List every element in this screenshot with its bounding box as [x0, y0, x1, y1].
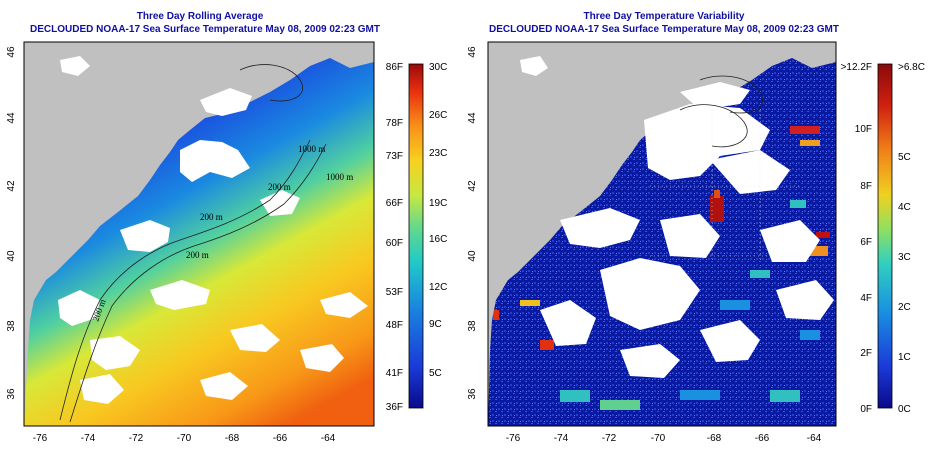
isobath-label: 200 m [268, 182, 291, 192]
lon-tick-label: -64 [807, 433, 822, 444]
lat-tick-label: 36 [467, 388, 478, 400]
colorbar-label-f: 48F [386, 320, 403, 331]
lat-tick-label: 40 [6, 250, 17, 262]
lon-tick-label: -66 [273, 433, 288, 444]
lon-tick-label: -70 [177, 433, 192, 444]
lat-tick-label: 42 [6, 180, 17, 192]
colorbar-label-f: 60F [386, 238, 403, 249]
isobath-label: 200 m [200, 212, 223, 222]
lon-tick-label: -72 [602, 433, 617, 444]
right-y-axis: 46 44 42 40 38 36 [467, 46, 478, 400]
left-map-frame [23, 41, 375, 427]
land-mass [24, 42, 374, 426]
colorbar-label-f: 86F [386, 62, 403, 73]
lat-tick-label: 44 [467, 112, 478, 124]
colorbar-label-f: 2F [860, 348, 872, 359]
colorbar-label-c: 3C [898, 252, 911, 263]
colorbar-label-f: 73F [386, 151, 403, 162]
lon-tick-label: -76 [506, 433, 521, 444]
right-map-frame [487, 41, 837, 427]
isobath-contours [59, 64, 327, 423]
colorbar-label-f: >12.2F [841, 62, 872, 73]
cloud-patches [520, 56, 834, 378]
left-colorbar: 86F 78F 73F 66F 60F 53F 48F 41F 36F 30C … [386, 62, 448, 413]
lat-tick-label: 40 [467, 250, 478, 262]
colorbar-label-c: 12C [429, 282, 447, 293]
variability-speckles [493, 126, 830, 410]
colorbar-label-c: 5C [898, 152, 911, 163]
isobath-label: 200 m [186, 250, 209, 260]
left-panel-title: Three Day Rolling Average DECLOUDED NOAA… [30, 10, 380, 36]
colorbar-label-c: 9C [429, 319, 442, 330]
land-mass [488, 42, 836, 426]
lat-tick-label: 42 [467, 180, 478, 192]
colorbar-label-c: >6.8C [898, 62, 925, 73]
lat-tick-label: 46 [467, 46, 478, 58]
colorbar-label-f: 6F [860, 237, 872, 248]
lat-tick-label: 36 [6, 388, 17, 400]
colorbar-label-c: 26C [429, 110, 447, 121]
graticule [650, 110, 800, 260]
colorbar-label-c: 23C [429, 148, 447, 159]
isobath-label: 1000 m [298, 144, 325, 154]
colorbar-label-c: 0C [898, 404, 911, 415]
colorbar-label-c: 16C [429, 234, 447, 245]
left-map: 200 m 200 m 1000 m [24, 42, 374, 426]
colorbar-label-c: 1C [898, 352, 911, 363]
lat-tick-label: 46 [6, 46, 17, 58]
lat-tick-label: 38 [6, 320, 17, 332]
lon-tick-label: -70 [651, 433, 666, 444]
colorbar-label-f: 53F [386, 287, 403, 298]
colorbar-label-f: 66F [386, 198, 403, 209]
left-x-axis: -76 -74 -72 -70 -68 -66 -64 [33, 433, 336, 444]
cloud-patches [58, 56, 368, 404]
colorbar-label-f: 36F [386, 402, 403, 413]
lon-tick-label: -72 [129, 433, 144, 444]
right-map [488, 42, 836, 426]
colorbar-label-f: 10F [855, 124, 872, 135]
colorbar-label-c: 19C [429, 198, 447, 209]
colorbar-label-c: 4C [898, 202, 911, 213]
colorbar-label-c: 2C [898, 302, 911, 313]
colorbar-label-f: 41F [386, 368, 403, 379]
lat-tick-label: 44 [6, 112, 17, 124]
colorbar-label-c: 5C [429, 368, 442, 379]
lon-tick-label: -66 [755, 433, 770, 444]
lon-tick-label: -74 [81, 433, 96, 444]
colorbar-label-f: 0F [860, 404, 872, 415]
left-subtitle: DECLOUDED NOAA-17 Sea Surface Temperatur… [30, 24, 380, 35]
lat-tick-label: 38 [467, 320, 478, 332]
left-title: Three Day Rolling Average [136, 11, 264, 22]
right-title: Three Day Temperature Variability [583, 11, 745, 22]
colorbar-label-c: 30C [429, 62, 447, 73]
lon-tick-label: -76 [33, 433, 48, 444]
right-panel-title: Three Day Temperature Variability DECLOU… [478, 10, 850, 36]
right-subtitle: DECLOUDED NOAA-17 Sea Surface Temperatur… [489, 24, 839, 35]
right-colorbar: >12.2F 10F 8F 6F 4F 2F 0F >6.8C 5C 4C 3C… [841, 62, 925, 415]
colorbar-label-f: 8F [860, 181, 872, 192]
lon-tick-label: -64 [321, 433, 336, 444]
isobath-contours [679, 75, 763, 148]
lon-tick-label: -68 [707, 433, 722, 444]
lon-tick-label: -74 [554, 433, 569, 444]
colorbar-label-f: 4F [860, 293, 872, 304]
isobath-label: 1000 m [326, 172, 353, 182]
lon-tick-label: -68 [225, 433, 240, 444]
left-y-axis: 46 44 42 40 38 36 [6, 46, 17, 400]
right-x-axis: -76 -74 -72 -70 -68 -66 -64 [506, 433, 822, 444]
colorbar-label-f: 78F [386, 118, 403, 129]
